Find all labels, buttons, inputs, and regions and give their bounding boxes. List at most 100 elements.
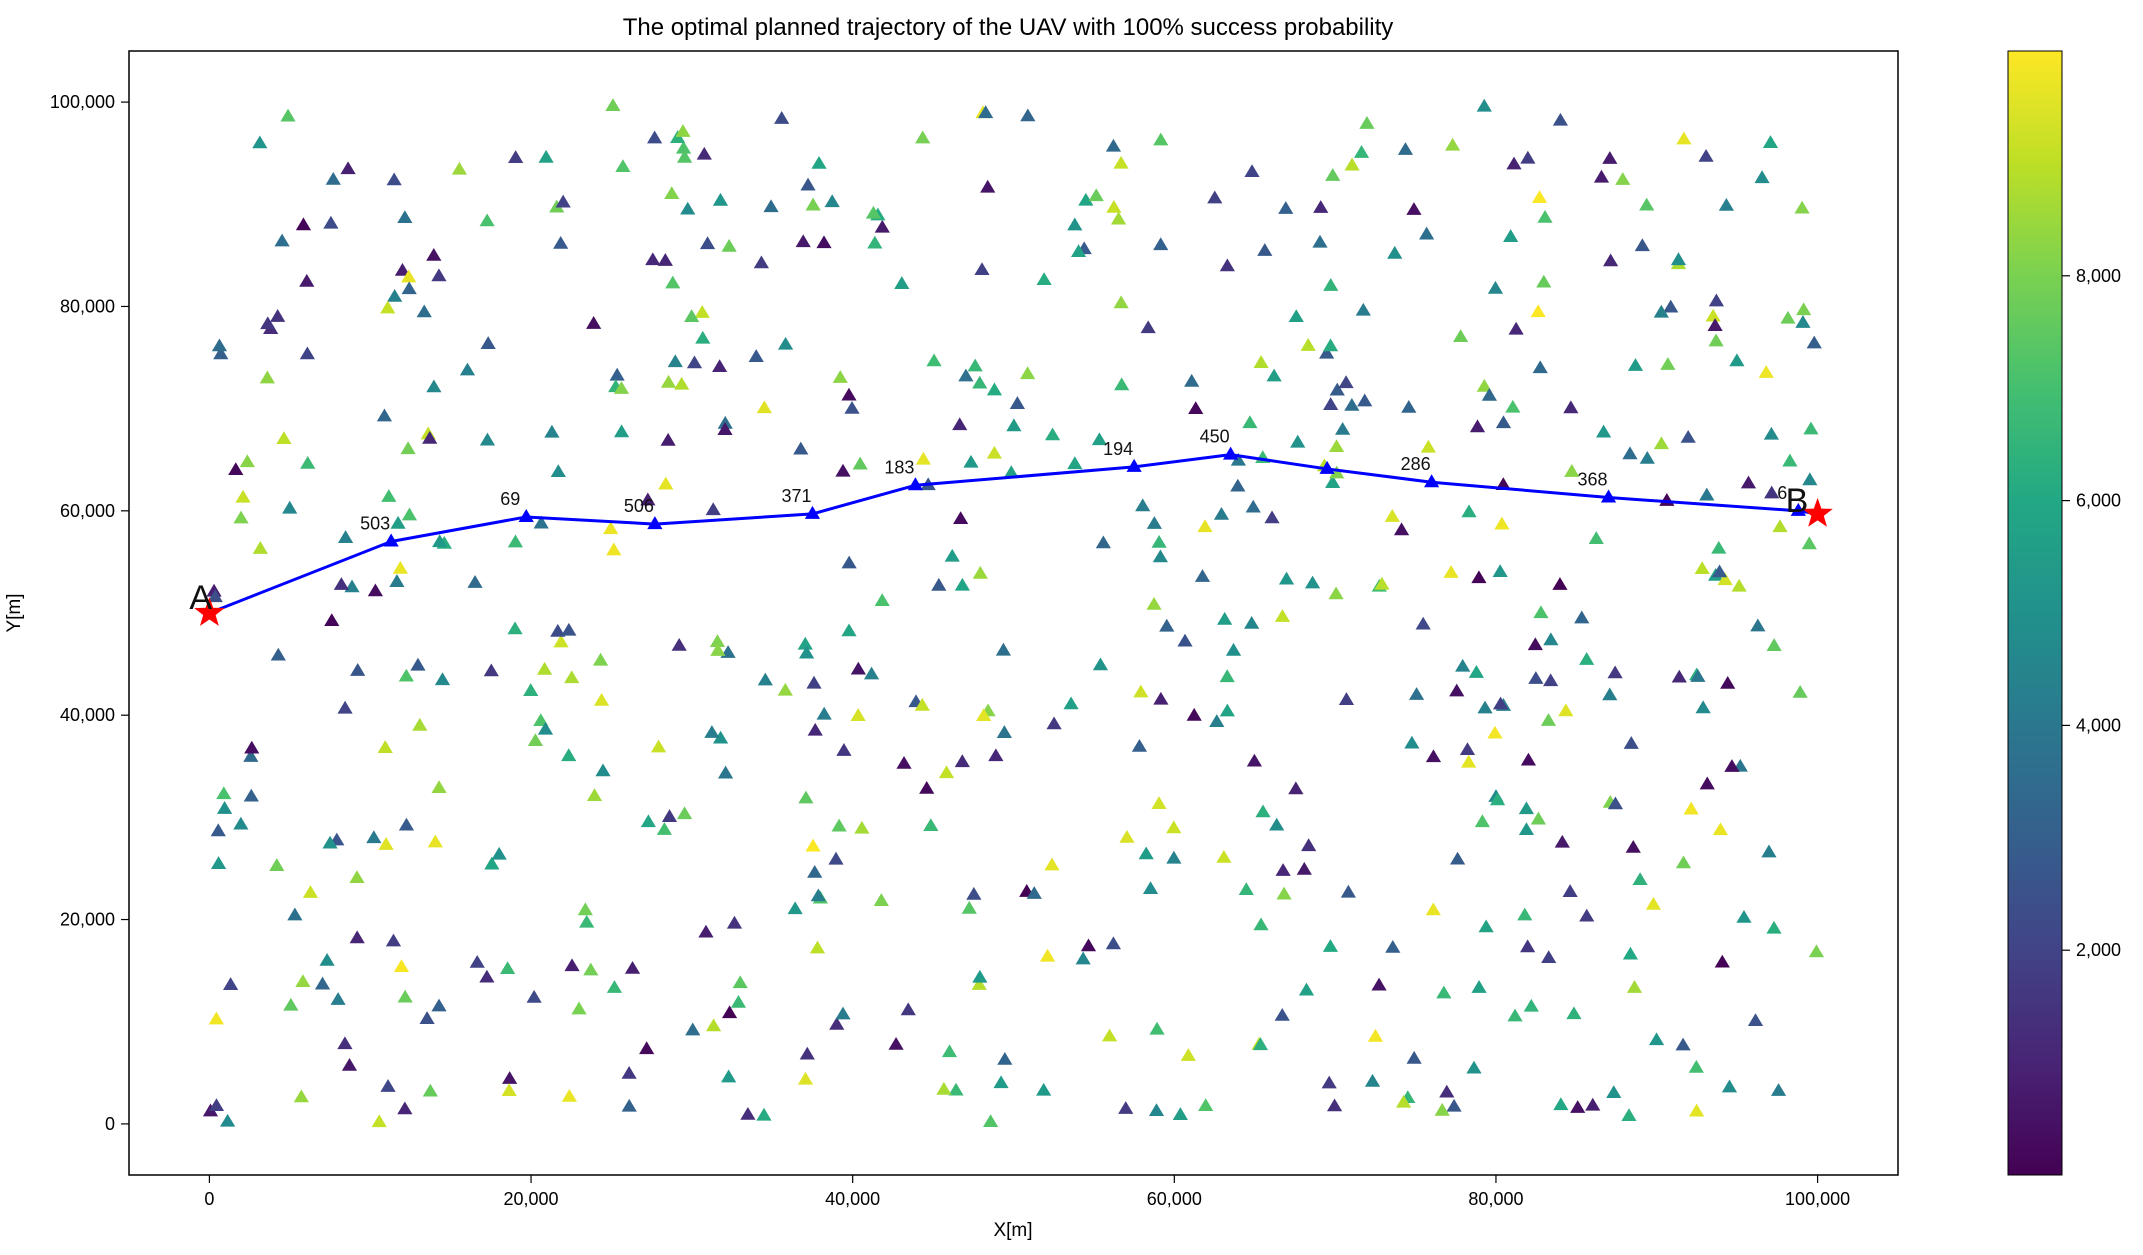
- node-marker: [538, 149, 554, 163]
- node-marker: [502, 1071, 518, 1084]
- node-marker: [797, 636, 813, 650]
- node-marker: [1724, 759, 1740, 772]
- waypoint-marker: [907, 477, 924, 491]
- node-marker: [431, 780, 447, 794]
- node-marker: [1425, 749, 1442, 763]
- node-marker: [704, 725, 720, 738]
- node-marker: [1731, 578, 1747, 592]
- node-marker: [1708, 293, 1725, 307]
- node-marker: [1711, 564, 1728, 578]
- y-tick-label: 60,000: [60, 501, 115, 521]
- node-marker: [211, 338, 228, 352]
- node-marker: [1328, 586, 1344, 600]
- end-star-marker: [1802, 497, 1833, 527]
- node-marker: [1153, 237, 1169, 251]
- node-marker: [208, 1011, 224, 1025]
- node-marker: [500, 961, 516, 975]
- node-marker: [1520, 150, 1536, 164]
- node-marker: [216, 786, 232, 800]
- node-marker: [1603, 253, 1619, 267]
- node-marker: [1694, 561, 1710, 574]
- node-marker: [252, 541, 268, 554]
- node-marker: [1036, 1082, 1052, 1096]
- node-marker: [1209, 714, 1225, 727]
- node-marker: [639, 1041, 655, 1055]
- node-marker: [865, 205, 882, 219]
- node-marker: [491, 846, 507, 860]
- node-marker: [479, 969, 495, 983]
- node-marker: [831, 818, 847, 832]
- node-marker: [564, 670, 580, 684]
- node-marker: [386, 172, 402, 186]
- node-marker: [980, 179, 996, 193]
- node-marker: [621, 1098, 637, 1112]
- waypoint-marker: [1790, 502, 1806, 516]
- node-marker: [479, 213, 495, 227]
- node-marker: [1459, 742, 1476, 756]
- node-marker: [674, 376, 690, 390]
- node-marker: [1747, 1013, 1764, 1026]
- node-marker: [660, 432, 676, 446]
- node-marker: [1708, 333, 1724, 347]
- node-marker: [523, 683, 539, 696]
- node-marker: [1338, 375, 1354, 389]
- node-marker: [971, 977, 987, 990]
- node-marker: [915, 451, 931, 465]
- node-marker: [1474, 814, 1490, 828]
- node-marker: [1615, 172, 1631, 185]
- node-marker: [422, 1083, 438, 1097]
- x-tick-label: 80,000: [1468, 1189, 1523, 1209]
- waypoint-label: 506: [624, 496, 654, 516]
- node-marker: [811, 155, 827, 169]
- node-marker: [1149, 1021, 1165, 1035]
- node-marker: [799, 1046, 815, 1060]
- node-marker: [1420, 439, 1436, 453]
- node-marker: [952, 417, 968, 431]
- colorbar-ticks: 2,000 4,000 6,000 8,000: [2062, 266, 2121, 960]
- x-tick-label: 60,000: [1147, 1189, 1202, 1209]
- end-label: B: [1786, 482, 1809, 520]
- node-marker: [1532, 360, 1548, 374]
- node-marker: [809, 940, 826, 954]
- node-marker: [252, 135, 268, 149]
- node-marker: [527, 733, 544, 747]
- node-marker: [852, 456, 868, 470]
- node-marker: [1648, 1032, 1665, 1046]
- node-marker: [1319, 345, 1335, 359]
- node-marker: [1244, 164, 1260, 178]
- node-marker: [1278, 571, 1295, 585]
- node-marker: [1322, 338, 1339, 352]
- node-marker: [561, 1088, 577, 1102]
- node-marker: [1301, 838, 1317, 852]
- node-marker: [1095, 535, 1111, 549]
- node-marker: [850, 708, 866, 721]
- node-marker: [1699, 776, 1715, 790]
- node-marker: [1676, 131, 1692, 145]
- node-marker: [1689, 1103, 1705, 1117]
- node-marker: [1177, 633, 1193, 647]
- node-marker: [1461, 504, 1477, 518]
- node-marker: [1487, 725, 1503, 739]
- node-marker: [1505, 399, 1521, 413]
- node-marker: [1385, 939, 1401, 953]
- node-marker: [1806, 335, 1822, 349]
- x-tick-label: 100,000: [1785, 1189, 1850, 1209]
- node-marker: [319, 952, 335, 966]
- node-marker: [1675, 1037, 1691, 1051]
- node-marker: [1698, 148, 1714, 162]
- node-marker: [1300, 338, 1316, 351]
- node-marker: [1088, 188, 1104, 202]
- node-marker: [1675, 855, 1692, 869]
- node-marker: [660, 374, 677, 388]
- node-marker: [624, 960, 641, 974]
- node-marker: [756, 400, 772, 414]
- node-marker: [1044, 427, 1061, 441]
- node-marker: [1554, 834, 1570, 848]
- node-marker: [1468, 665, 1485, 678]
- node-marker: [978, 105, 994, 119]
- node-marker: [832, 370, 848, 383]
- waypoint-label: 286: [1401, 454, 1431, 474]
- node-marker: [640, 814, 656, 828]
- node-marker: [712, 192, 729, 206]
- node-marker: [986, 382, 1003, 396]
